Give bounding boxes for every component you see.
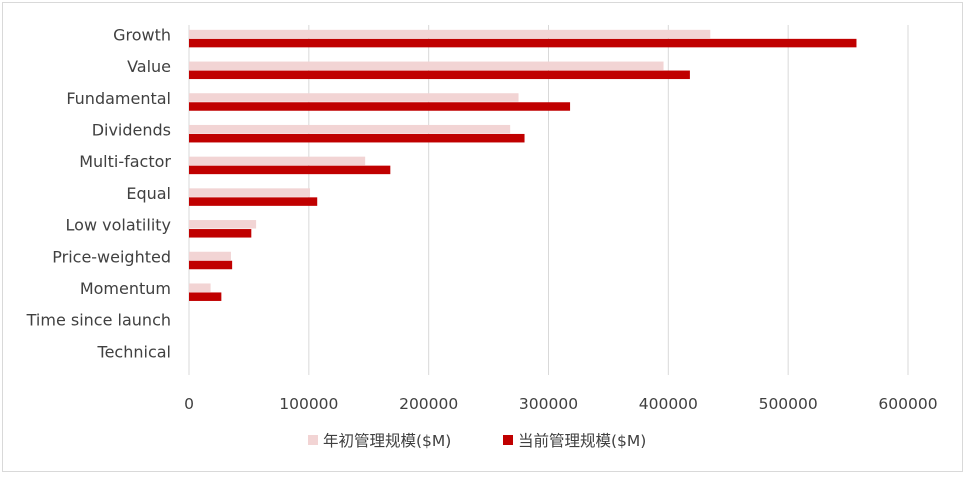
category-label: Fundamental (66, 89, 171, 108)
legend-label-current-aum: 当前管理规模($M) (518, 432, 646, 450)
category-label: Equal (126, 184, 171, 203)
x-tick-label: 200000 (399, 395, 458, 413)
bar-current-aum (189, 133, 525, 143)
bar-start-aum (189, 61, 664, 71)
x-tick-label: 0 (184, 395, 194, 413)
bar-current-aum (189, 165, 391, 175)
bar-current-aum (189, 197, 318, 206)
x-axis-tick-labels: 0 100000 200000 300000 400000 500000 600000 (184, 395, 938, 413)
bar-start-aum (189, 124, 511, 134)
category-label: Multi-factor (79, 152, 171, 171)
category-labels: Growth Value Fundamental Dividends Multi-fac… (26, 25, 172, 361)
bar-start-aum (189, 188, 311, 197)
x-tick-label: 300000 (519, 395, 578, 413)
bar-start-aum (189, 156, 366, 166)
x-tick-label: 600000 (878, 395, 937, 413)
bar-current-aum (189, 260, 233, 270)
legend: 年初管理规模($M) 当前管理规模($M) (308, 432, 646, 450)
bar-current-aum (189, 102, 571, 111)
bar-start-aum (189, 93, 519, 102)
bar-chart: Growth Value Fundamental Dividends Multi-fac… (26, 25, 938, 450)
bar-start-aum (189, 29, 711, 39)
x-tick-label: 100000 (279, 395, 338, 413)
category-label: Dividends (92, 120, 171, 139)
category-label: Technical (97, 342, 171, 361)
category-label: Time since launch (26, 311, 171, 330)
category-label: Growth (113, 25, 171, 44)
category-label: Value (127, 57, 171, 76)
bar-current-aum (189, 292, 222, 301)
bar-start-aum (189, 283, 211, 292)
chart-frame: Growth Value Fundamental Dividends Multi-fac… (2, 2, 963, 472)
category-label: Price-weighted (52, 247, 171, 266)
x-tick-label: 400000 (639, 395, 698, 413)
grid-layer (188, 25, 909, 375)
bar-start-aum (189, 220, 257, 229)
bar-current-aum (189, 70, 690, 80)
bar-current-aum (189, 229, 252, 238)
x-tick-label: 500000 (759, 395, 818, 413)
legend-swatch-current-aum (503, 435, 513, 445)
legend-label-start-aum: 年初管理规模($M) (323, 432, 451, 450)
category-label: Low volatility (66, 216, 171, 235)
legend-swatch-start-aum (308, 435, 318, 445)
bar-layer (189, 29, 857, 301)
bar-current-aum (189, 38, 857, 48)
category-label: Momentum (80, 279, 171, 298)
bar-start-aum (189, 251, 231, 261)
